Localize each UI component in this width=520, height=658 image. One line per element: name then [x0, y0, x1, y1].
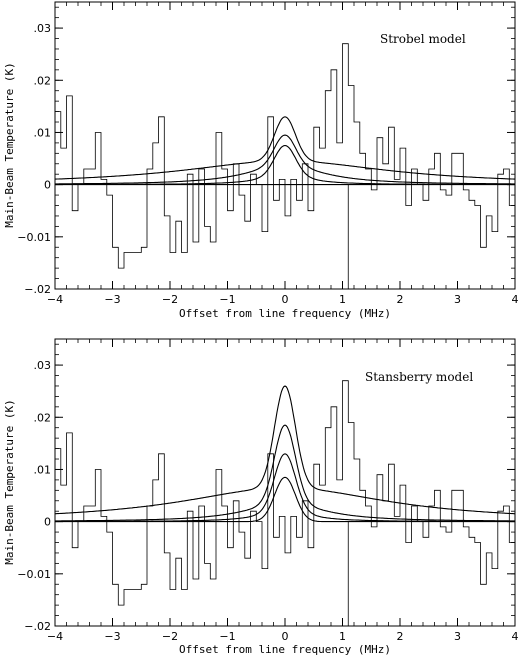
model-curve-1 — [55, 385, 515, 515]
x-tick-label: −1 — [219, 293, 235, 306]
x-axis-label: Offset from line frequency (MHz) — [179, 307, 391, 320]
model-curve-3 — [55, 453, 515, 523]
x-tick-label: 3 — [454, 630, 461, 643]
plot-area — [55, 380, 515, 626]
x-axis-label: Offset from line frequency (MHz) — [179, 643, 391, 656]
y-tick-label: .02 — [34, 74, 52, 87]
y-tick-label: −.02 — [24, 283, 51, 296]
x-tick-label: −1 — [219, 630, 235, 643]
x-tick-label: 0 — [282, 630, 289, 643]
model-curve-1 — [55, 116, 515, 180]
model-curve-2 — [55, 424, 515, 522]
x-tick-label: −4 — [47, 630, 63, 643]
model-curve-2 — [55, 134, 515, 185]
observed-spectrum — [55, 43, 515, 269]
x-tick-label: 2 — [397, 630, 404, 643]
y-axis-label: Main-Beam Temperature (K) — [3, 399, 16, 565]
y-tick-label: .01 — [34, 463, 52, 476]
panel-title: Strobel model — [380, 32, 466, 46]
y-tick-label: .02 — [34, 411, 52, 424]
y-tick-label: −.02 — [24, 620, 51, 633]
x-tick-label: 2 — [397, 293, 404, 306]
stansberry-panel: Stansberry model Offset from line freque… — [3, 338, 519, 656]
y-tick-label: .03 — [34, 22, 52, 35]
x-tick-label: 0 — [282, 293, 289, 306]
x-tick-label: 1 — [339, 630, 346, 643]
observed-spectrum — [55, 380, 515, 606]
strobel-panel: Strobel model Offset from line frequency… — [3, 1, 519, 320]
y-tick-label: −0.01 — [17, 568, 51, 581]
y-tick-label: −0.01 — [17, 231, 51, 244]
x-tick-label: 1 — [339, 293, 346, 306]
panel-title: Stansberry model — [365, 370, 473, 384]
model-curve-4 — [55, 476, 515, 523]
x-tick-label: 4 — [512, 293, 519, 306]
x-tick-label: −4 — [47, 293, 63, 306]
x-tick-label: −3 — [104, 630, 120, 643]
y-tick-label: 0 — [44, 516, 51, 529]
plot-area — [55, 43, 515, 289]
y-tick-label: .03 — [34, 359, 52, 372]
y-axis-label: Main-Beam Temperature (K) — [3, 62, 16, 228]
x-tick-label: 4 — [512, 630, 519, 643]
y-tick-label: 0 — [44, 179, 51, 192]
x-tick-label: 3 — [454, 293, 461, 306]
x-tick-label: −3 — [104, 293, 120, 306]
x-tick-label: −2 — [162, 293, 178, 306]
x-tick-label: −2 — [162, 630, 178, 643]
model-curve-3 — [55, 144, 515, 186]
y-tick-label: .01 — [34, 126, 52, 139]
